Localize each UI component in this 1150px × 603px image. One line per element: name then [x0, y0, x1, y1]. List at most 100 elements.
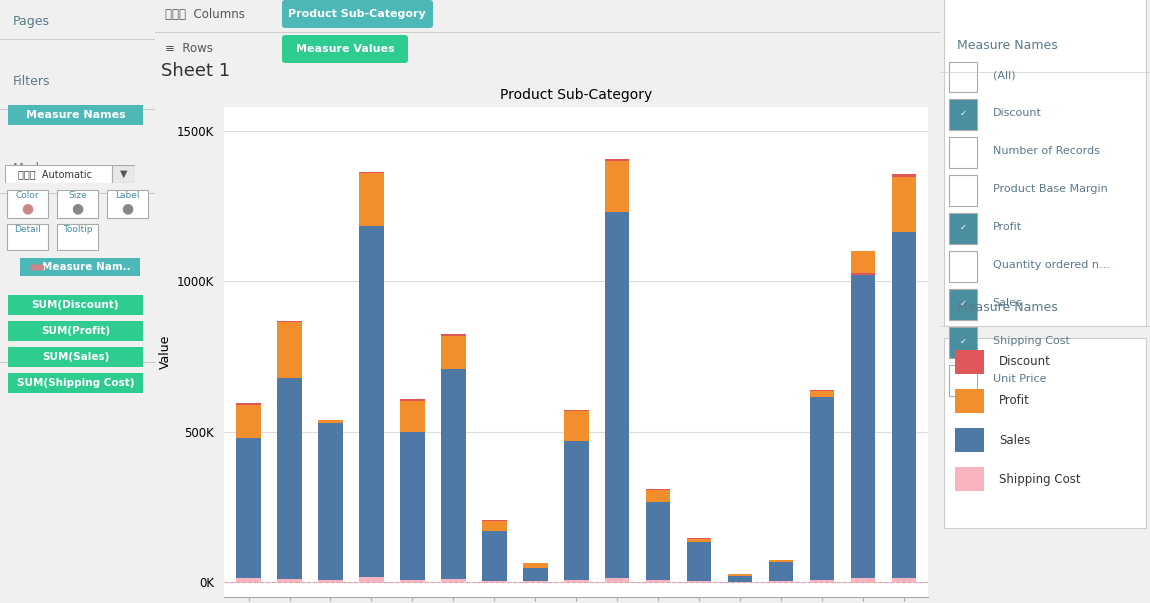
Text: Sales: Sales: [999, 434, 1030, 447]
Bar: [768, 562, 793, 581]
Text: ●: ●: [22, 202, 33, 216]
Text: Label: Label: [115, 191, 140, 200]
Text: SUM(Sales): SUM(Sales): [41, 352, 109, 362]
Bar: [891, 174, 917, 177]
Bar: [891, 177, 917, 232]
Text: Unit Price: Unit Price: [992, 374, 1046, 384]
Text: Profit: Profit: [992, 223, 1021, 232]
Bar: [236, 405, 261, 438]
Bar: [851, 251, 875, 275]
Y-axis label: Value: Value: [159, 335, 171, 369]
Bar: [810, 391, 834, 397]
Bar: [605, 212, 629, 578]
Bar: [851, 273, 875, 275]
Text: ✓: ✓: [959, 299, 967, 308]
Bar: [277, 579, 301, 582]
Bar: [851, 251, 875, 578]
Text: Tooltip: Tooltip: [63, 225, 92, 233]
Text: ⬤⬤: ⬤⬤: [30, 264, 45, 271]
Bar: [728, 576, 752, 582]
Text: Discount: Discount: [992, 109, 1042, 118]
Bar: [319, 579, 343, 582]
Bar: [359, 173, 384, 226]
Bar: [646, 489, 670, 490]
FancyBboxPatch shape: [950, 289, 976, 320]
Bar: [891, 578, 917, 582]
Bar: [605, 578, 629, 582]
Bar: [319, 423, 343, 579]
Bar: [564, 410, 589, 411]
FancyBboxPatch shape: [950, 327, 976, 358]
FancyBboxPatch shape: [0, 346, 154, 368]
Bar: [564, 411, 589, 441]
Text: Size: Size: [68, 191, 87, 200]
Bar: [891, 232, 917, 578]
FancyBboxPatch shape: [58, 189, 98, 218]
Bar: [236, 403, 261, 405]
FancyBboxPatch shape: [282, 35, 408, 63]
Text: Measure Names: Measure Names: [957, 39, 1058, 52]
Bar: [523, 563, 547, 568]
FancyBboxPatch shape: [0, 294, 154, 317]
Text: ▼: ▼: [120, 169, 126, 179]
Bar: [400, 579, 424, 582]
Bar: [359, 226, 384, 578]
FancyBboxPatch shape: [950, 365, 976, 396]
Text: SUM(Profit): SUM(Profit): [41, 326, 110, 336]
Bar: [728, 574, 752, 576]
Bar: [442, 579, 466, 582]
Bar: [482, 581, 507, 582]
FancyBboxPatch shape: [0, 104, 154, 126]
FancyBboxPatch shape: [10, 256, 150, 277]
FancyBboxPatch shape: [944, 0, 1145, 326]
FancyBboxPatch shape: [0, 320, 154, 343]
Text: Measure Names: Measure Names: [25, 110, 125, 120]
Bar: [851, 578, 875, 582]
Text: Measure Values: Measure Values: [13, 322, 110, 335]
FancyBboxPatch shape: [7, 189, 48, 218]
Bar: [810, 397, 834, 580]
Bar: [442, 335, 466, 368]
Text: Measure Values: Measure Values: [296, 44, 394, 54]
Bar: [687, 542, 712, 581]
Bar: [523, 568, 547, 581]
Text: Sheet 1: Sheet 1: [161, 62, 230, 80]
Bar: [810, 390, 834, 391]
Text: Filters: Filters: [13, 75, 49, 88]
FancyBboxPatch shape: [954, 350, 984, 374]
Title: Product Sub-Category: Product Sub-Category: [500, 88, 652, 102]
Text: Color: Color: [16, 191, 39, 200]
Bar: [646, 581, 670, 582]
Text: Discount: Discount: [999, 355, 1051, 368]
FancyBboxPatch shape: [950, 213, 976, 244]
Text: Sales: Sales: [992, 298, 1022, 308]
Bar: [687, 581, 712, 582]
Text: Marks: Marks: [13, 162, 49, 175]
FancyBboxPatch shape: [944, 338, 1145, 528]
Text: (All): (All): [992, 71, 1015, 80]
Text: ●: ●: [122, 202, 133, 216]
Text: Product Sub-Category: Product Sub-Category: [289, 9, 426, 19]
Bar: [400, 401, 424, 432]
Bar: [646, 490, 670, 502]
FancyBboxPatch shape: [950, 175, 976, 206]
FancyBboxPatch shape: [950, 137, 976, 168]
Bar: [646, 502, 670, 581]
FancyBboxPatch shape: [950, 99, 976, 130]
Bar: [319, 420, 343, 423]
Text: ⬛⬛⬛  Automatic: ⬛⬛⬛ Automatic: [18, 169, 92, 179]
Bar: [277, 322, 301, 377]
Bar: [236, 438, 261, 578]
Text: ⬛⬛⬛  Columns: ⬛⬛⬛ Columns: [164, 8, 245, 22]
Bar: [359, 172, 384, 173]
Text: ≡  Rows: ≡ Rows: [164, 42, 213, 55]
Bar: [687, 539, 712, 542]
Text: SUM(Discount): SUM(Discount): [32, 300, 120, 310]
FancyBboxPatch shape: [954, 389, 984, 413]
FancyBboxPatch shape: [282, 0, 434, 28]
Bar: [482, 520, 507, 531]
Bar: [768, 560, 793, 562]
Bar: [277, 377, 301, 579]
Text: Quantity ordered n...: Quantity ordered n...: [992, 260, 1110, 270]
Bar: [400, 432, 424, 579]
